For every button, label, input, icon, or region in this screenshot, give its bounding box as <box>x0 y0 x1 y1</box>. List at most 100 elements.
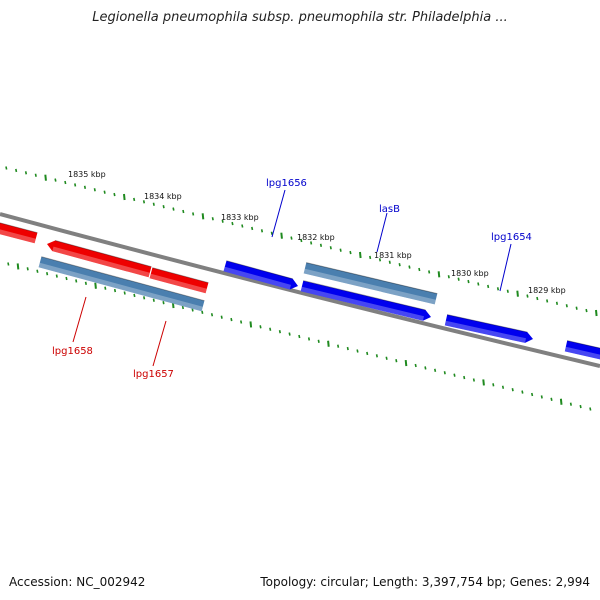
outer-minor-tick <box>398 263 401 267</box>
outer-minor-tick <box>211 217 214 221</box>
gene-lpg1656-arrow <box>223 260 298 290</box>
inner-major-tick <box>559 398 563 405</box>
gene-lasB-arrow <box>300 280 431 321</box>
inner-minor-tick <box>501 385 505 389</box>
inner-minor-tick <box>7 262 10 266</box>
outer-minor-tick <box>408 265 411 269</box>
outer-minor-tick <box>260 229 264 233</box>
gene-partial-left <box>0 222 38 244</box>
outer-minor-tick <box>319 243 323 247</box>
gene-label-lpg1656[interactable]: lpg1656 <box>266 178 307 189</box>
inner-minor-tick <box>133 293 136 298</box>
inner-major-tick <box>16 263 20 270</box>
inner-minor-tick <box>298 334 301 339</box>
inner-minor-tick <box>317 339 320 343</box>
inner-minor-tick <box>550 397 553 401</box>
outer-minor-tick <box>192 212 195 216</box>
tick-label-1831: 1831 kbp <box>374 251 412 260</box>
outer-tick-track <box>5 166 598 317</box>
gene-label-lpg1657[interactable]: lpg1657 <box>133 369 174 380</box>
accession-text: Accession: NC_002942 <box>9 575 146 589</box>
inner-minor-tick <box>65 276 68 281</box>
outer-minor-tick <box>162 205 165 209</box>
inner-minor-tick <box>210 313 214 317</box>
inner-minor-tick <box>375 354 378 358</box>
inner-minor-tick <box>201 310 204 314</box>
inner-minor-tick <box>531 392 534 397</box>
inner-minor-tick <box>269 327 272 331</box>
inner-minor-tick <box>453 373 456 377</box>
tick-label-1830: 1830 kbp <box>451 269 489 278</box>
gene-label-lpg1654[interactable]: lpg1654 <box>491 232 532 243</box>
inner-minor-tick <box>589 407 592 411</box>
outer-minor-tick <box>290 236 293 240</box>
gene-lpg1654-arrow <box>444 314 533 343</box>
outer-minor-tick <box>310 241 313 245</box>
inner-minor-tick <box>259 325 262 329</box>
outer-minor-tick <box>378 258 382 262</box>
backbone-arc <box>0 212 600 368</box>
inner-minor-tick <box>36 269 39 273</box>
tick-labels: 1835 kbp 1834 kbp 1833 kbp 1832 kbp 1831 kbp… <box>68 170 566 295</box>
inner-minor-tick <box>337 344 340 348</box>
pointer-lpg1658 <box>72 296 87 343</box>
outer-major-tick <box>123 193 126 201</box>
gene-labels: lpg1656 lasB lpg1654 lpg1658 lpg1657 <box>52 178 532 380</box>
outer-major-tick <box>359 251 362 259</box>
outer-major-tick <box>44 174 47 181</box>
inner-minor-tick <box>579 404 582 409</box>
inner-minor-tick <box>55 274 58 278</box>
inner-minor-tick <box>307 337 311 341</box>
outer-major-tick <box>595 309 598 317</box>
inner-minor-tick <box>26 267 29 271</box>
outer-minor-tick <box>447 275 450 279</box>
outer-minor-tick <box>388 260 391 264</box>
outer-minor-tick <box>113 192 116 197</box>
gene-steel-1 <box>38 256 205 312</box>
inner-major-tick <box>404 359 408 367</box>
outer-minor-tick <box>34 173 37 177</box>
outer-minor-tick <box>231 221 234 226</box>
inner-minor-tick <box>472 378 475 382</box>
inner-minor-tick <box>113 288 117 293</box>
inner-minor-tick <box>521 390 524 394</box>
gene-label-lasB[interactable]: lasB <box>379 204 400 215</box>
outer-minor-tick <box>349 250 352 255</box>
outer-minor-tick <box>329 246 332 250</box>
outer-minor-tick <box>221 219 224 223</box>
gene-lpg1657-arrow <box>149 267 209 294</box>
inner-minor-tick <box>162 301 165 305</box>
outer-minor-tick <box>575 306 578 310</box>
outer-minor-tick <box>506 289 509 293</box>
outer-major-tick <box>280 232 283 239</box>
tick-label-1834: 1834 kbp <box>144 192 182 201</box>
gene-lpg1658-arrow <box>47 240 152 278</box>
inner-minor-tick <box>569 402 572 406</box>
inner-major-tick <box>94 282 97 289</box>
pointer-lpg1654 <box>499 243 512 292</box>
outer-minor-tick <box>142 200 146 204</box>
outer-minor-tick <box>5 166 8 170</box>
inner-minor-tick <box>463 375 466 380</box>
inner-minor-tick <box>152 298 155 302</box>
pointer-lasB <box>376 212 388 253</box>
inner-minor-tick <box>385 356 388 360</box>
tick-label-1829: 1829 kbp <box>528 286 566 295</box>
tick-label-1833: 1833 kbp <box>221 213 259 222</box>
outer-minor-tick <box>152 202 155 206</box>
inner-minor-tick <box>104 286 107 290</box>
gene-features <box>0 222 600 360</box>
outer-minor-tick <box>93 188 96 192</box>
inner-minor-tick <box>356 349 359 353</box>
outer-minor-tick <box>565 304 568 308</box>
topology-text: Topology: circular; Length: 3,397,754 bp… <box>260 575 590 589</box>
pointer-lpg1656 <box>271 189 286 238</box>
outer-minor-tick <box>428 270 431 274</box>
outer-minor-tick <box>83 185 87 189</box>
outer-minor-tick <box>182 209 185 214</box>
genome-backbone <box>0 212 600 368</box>
outer-minor-tick <box>546 299 549 303</box>
gene-label-lpg1658[interactable]: lpg1658 <box>52 346 93 357</box>
inner-minor-tick <box>366 351 369 356</box>
